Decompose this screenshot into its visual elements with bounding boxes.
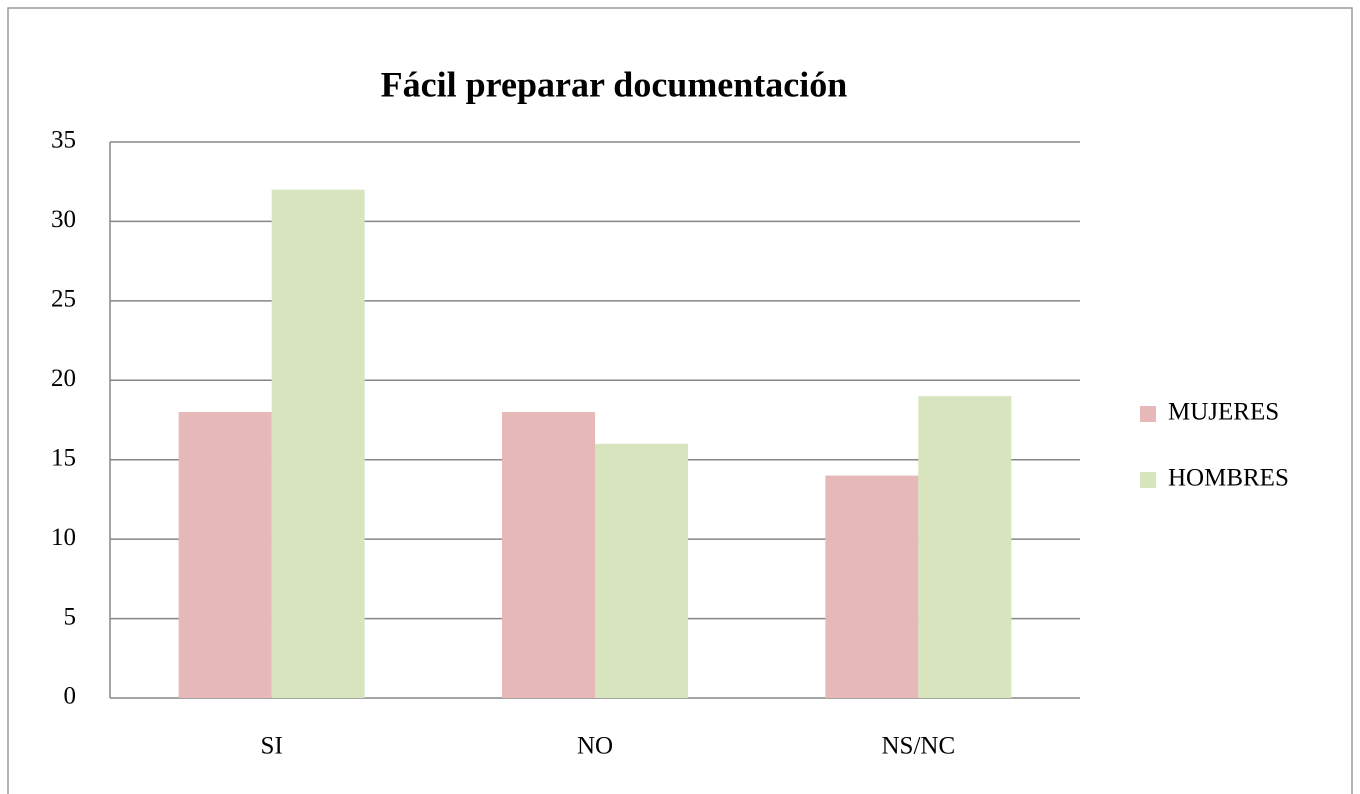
x-tick-label: SI — [261, 733, 283, 760]
legend-label: MUJERES — [1168, 399, 1279, 426]
y-tick-label: 30 — [51, 206, 76, 233]
y-tick-label: 35 — [51, 127, 76, 154]
legend-swatch — [1140, 472, 1156, 488]
y-tick-label: 0 — [64, 683, 77, 710]
x-tick-label: NO — [577, 733, 613, 760]
bar — [825, 475, 919, 698]
bar — [595, 443, 688, 698]
x-tick-label: NS/NC — [882, 733, 956, 760]
legend-label: HOMBRES — [1168, 465, 1289, 492]
bar — [178, 412, 272, 698]
chart-title: Fácil preparar documentación — [381, 64, 848, 104]
y-tick-label: 15 — [51, 444, 76, 471]
y-tick-label: 25 — [51, 286, 76, 313]
y-tick-label: 20 — [51, 365, 76, 392]
chart-frame — [7, 7, 1353, 794]
legend-swatch — [1140, 406, 1156, 422]
y-tick-label: 10 — [51, 524, 76, 551]
y-tick-label: 5 — [64, 603, 77, 630]
bar — [502, 412, 595, 698]
bar — [271, 189, 365, 698]
bar — [918, 396, 1012, 698]
